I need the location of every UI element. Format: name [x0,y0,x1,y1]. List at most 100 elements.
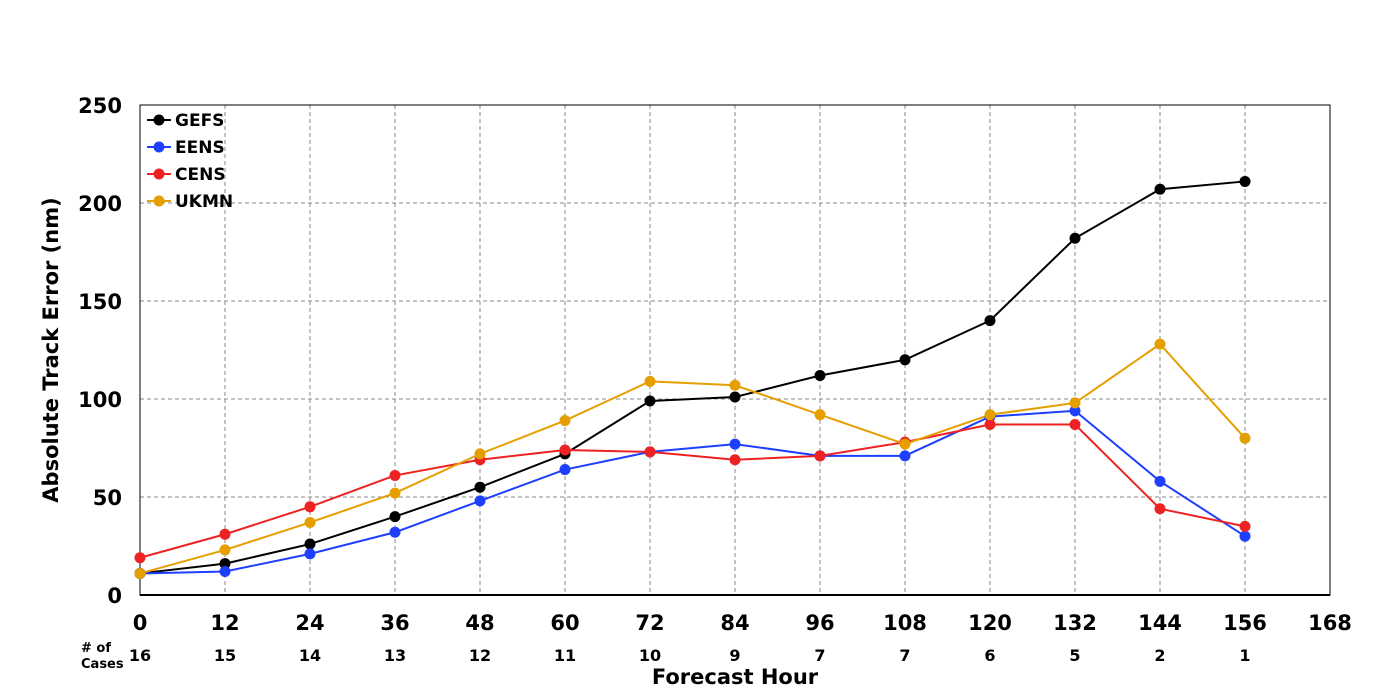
series-line-gefs [139,180,1246,575]
y-tick-label: 50 [93,486,122,510]
case-count-label: 13 [384,646,406,665]
data-point-ukmn [219,544,231,556]
data-point-cens [219,528,231,540]
cases-row: 16 15 14 13 12 11 10 9 7 7 6 5 2 1 [129,646,1251,665]
data-point-cens [984,418,996,430]
case-count-label: 9 [729,646,740,665]
data-point-ukmn [1154,338,1166,350]
data-point-gefs [304,538,316,550]
legend-label-cens: CENS [175,165,226,185]
data-point-ukmn [134,567,146,579]
x-tick-label: 156 [1223,611,1267,635]
y-tick-label: 0 [107,584,122,608]
data-point-eens [474,495,486,507]
y-tick-label: 250 [78,94,122,118]
x-tick-label: 24 [295,611,324,635]
case-count-label: 14 [299,646,321,665]
case-count-label: 15 [214,646,236,665]
legend-label-gefs: GEFS [175,111,224,131]
cases-label-line2: Cases [81,657,124,672]
data-point-gefs [729,391,741,403]
data-point-gefs [389,511,401,523]
data-point-eens [1069,405,1081,417]
legend-swatch-marker [153,195,165,207]
x-tick-label: 60 [550,611,579,635]
data-point-gefs [1069,232,1081,244]
data-point-cens [1239,520,1251,532]
x-tick-label: 132 [1053,611,1097,635]
case-count-label: 16 [129,646,151,665]
data-point-cens [729,454,741,466]
y-tick-labels: 0 50 100 150 200 250 [78,94,122,608]
data-point-eens [1154,475,1166,487]
data-point-cens [559,444,571,456]
data-point-ukmn [814,409,826,421]
y-tick-label: 100 [78,388,122,412]
legend-label-eens: EENS [175,138,225,158]
case-count-label: 7 [899,646,910,665]
case-count-label: 5 [1069,646,1080,665]
cases-label-line1: # of [81,641,111,656]
data-point-eens [729,438,741,450]
data-point-gefs [1239,175,1251,187]
series-line-eens [139,409,1246,575]
data-point-cens [134,552,146,564]
data-point-cens [1154,503,1166,515]
x-tick-label: 144 [1138,611,1182,635]
legend: GEFS EENS CENS UKMN [147,111,233,212]
data-point-gefs [814,369,826,381]
x-tick-label: 108 [883,611,927,635]
case-count-label: 11 [554,646,576,665]
case-count-label: 6 [984,646,995,665]
data-point-cens [814,450,826,462]
x-tick-label: 168 [1308,611,1352,635]
data-point-eens [1239,530,1251,542]
y-tick-label: 200 [78,192,122,216]
data-point-ukmn [304,516,316,528]
y-tick-label: 150 [78,290,122,314]
x-axis-label: Forecast Hour [652,665,819,689]
data-point-eens [304,548,316,560]
x-tick-label: 48 [465,611,494,635]
case-count-label: 10 [639,646,661,665]
x-tick-label: 36 [380,611,409,635]
x-tick-label: 0 [133,611,148,635]
series-group [134,175,1251,579]
data-point-eens [389,526,401,538]
data-point-ukmn [1239,432,1251,444]
series-line-cens [139,423,1246,559]
legend-swatch-marker [153,141,165,153]
data-point-eens [899,450,911,462]
data-point-gefs [899,354,911,366]
legend-swatch-marker [153,114,165,126]
data-point-gefs [474,481,486,493]
data-point-ukmn [729,379,741,391]
data-point-gefs [644,395,656,407]
x-tick-labels: 0 12 24 36 48 60 72 84 96 108 120 132 144 156 168 [133,611,1352,635]
data-point-eens [559,464,571,476]
data-point-gefs [984,315,996,327]
data-point-cens [304,501,316,513]
data-point-cens [644,446,656,458]
data-point-ukmn [1069,397,1081,409]
x-tick-label: 120 [968,611,1012,635]
series-line-ukmn [139,342,1246,575]
data-point-ukmn [984,409,996,421]
case-count-label: 7 [814,646,825,665]
data-point-eens [219,565,231,577]
data-point-cens [1069,418,1081,430]
case-count-label: 1 [1239,646,1250,665]
x-tick-label: 72 [635,611,664,635]
data-point-cens [389,469,401,481]
legend-label-ukmn: UKMN [175,192,233,212]
data-point-ukmn [559,415,571,427]
case-count-label: 2 [1154,646,1165,665]
case-count-label: 12 [469,646,491,665]
legend-swatch-marker [153,168,165,180]
x-tick-label: 84 [720,611,749,635]
x-tick-label: 12 [210,611,239,635]
data-point-ukmn [899,438,911,450]
data-point-ukmn [474,448,486,460]
y-axis-label: Absolute Track Error (nm) [39,197,63,502]
